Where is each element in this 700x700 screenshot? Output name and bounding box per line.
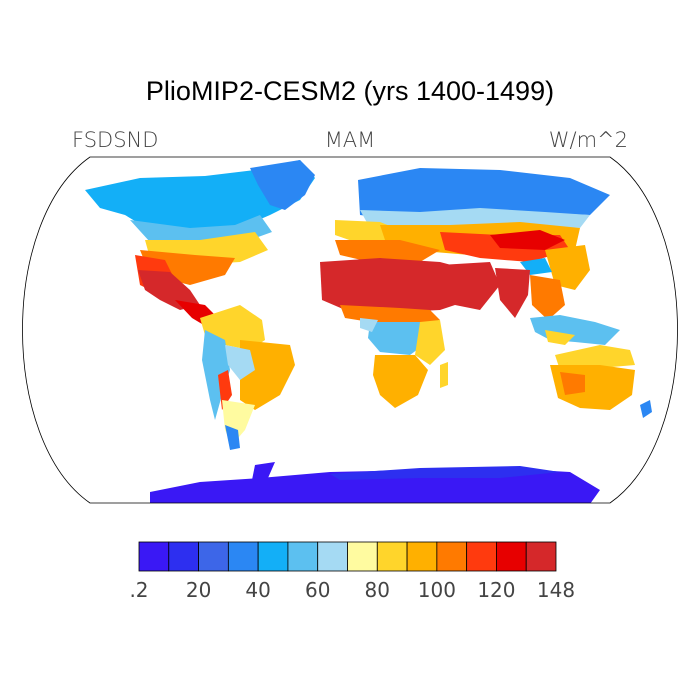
colorbar-tick-label: 20 xyxy=(186,578,211,602)
colorbar-swatch xyxy=(466,541,497,572)
colorbar-tick-label: 40 xyxy=(245,578,270,602)
arabia xyxy=(440,262,500,310)
colorbar xyxy=(138,541,557,572)
mexico xyxy=(138,270,200,310)
colorbar-swatch xyxy=(496,541,527,572)
variable-label: FSDSND xyxy=(72,128,159,152)
andes-red xyxy=(218,370,232,410)
indonesia-yellow xyxy=(545,330,575,345)
units-label: W/m^2 xyxy=(548,128,628,152)
colorbar-swatch xyxy=(287,541,319,572)
west-africa-coast xyxy=(360,318,378,332)
australia-west xyxy=(560,372,585,395)
colorbar-swatch xyxy=(347,541,378,572)
colorbar-swatch xyxy=(317,541,348,572)
colorbar-swatch xyxy=(376,541,408,572)
colorbar-tick-label: 100 xyxy=(418,578,456,602)
asia-core xyxy=(490,230,565,250)
colorbar-tick-label: 148 xyxy=(537,578,575,602)
colorbar-swatch xyxy=(168,541,199,572)
land-field xyxy=(85,160,652,503)
colorbar-swatch xyxy=(525,541,557,572)
colorbar-swatch xyxy=(138,541,170,572)
mediterranean-band xyxy=(335,240,440,262)
china-east xyxy=(545,245,590,290)
colorbar-swatch xyxy=(436,541,468,572)
colorbar-tick-label: 60 xyxy=(305,578,330,602)
new-zealand xyxy=(640,400,652,418)
madagascar xyxy=(440,362,448,388)
australia xyxy=(550,365,635,410)
colorbar-tick-label: .2 xyxy=(129,578,148,602)
colorbar-swatch xyxy=(227,541,259,572)
colorbar-swatch xyxy=(198,541,229,572)
colorbar-tick-labels: .2 20 40 60 80 100 120 148 xyxy=(129,578,575,602)
south-america-west xyxy=(202,330,230,420)
colorbar-swatch xyxy=(406,541,438,572)
eurasia-band xyxy=(360,208,590,228)
season-label: MAM xyxy=(324,128,376,152)
east-africa xyxy=(415,320,445,365)
southern-africa xyxy=(373,355,428,408)
colorbar-tick-label: 120 xyxy=(477,578,515,602)
southeast-asia xyxy=(530,275,565,320)
map-outline xyxy=(22,156,678,504)
plot-title: PlioMIP2-CESM2 (yrs 1400-1499) xyxy=(145,76,555,106)
central-africa xyxy=(368,322,430,355)
india xyxy=(495,268,530,318)
eurasia-north xyxy=(358,168,610,220)
australia-north xyxy=(555,345,635,370)
indonesia xyxy=(530,315,620,345)
colorbar-tick-label: 80 xyxy=(365,578,390,602)
greenland xyxy=(250,160,315,210)
antarctica-peninsula xyxy=(252,462,275,480)
south-america-east xyxy=(240,340,295,410)
south-america-center xyxy=(225,345,255,380)
antarctica-edge xyxy=(330,466,560,480)
sahara xyxy=(320,258,470,312)
patagonia xyxy=(225,425,240,450)
colorbar-swatch xyxy=(257,541,289,572)
